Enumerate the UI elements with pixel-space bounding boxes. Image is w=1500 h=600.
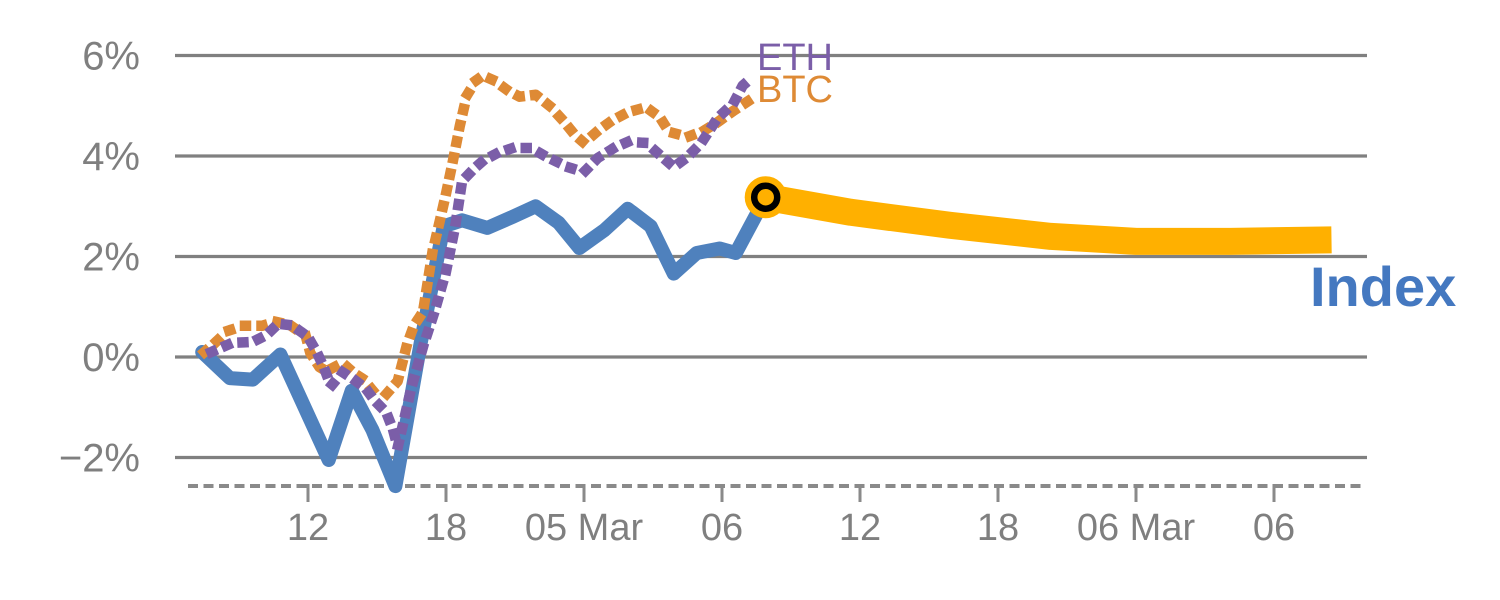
y-tick-label-2: 2% xyxy=(82,236,140,280)
index-line xyxy=(195,190,773,494)
eth-line xyxy=(204,68,762,453)
x-tick-label-4: 12 xyxy=(839,507,881,549)
x-tick-label-6: 06 Mar xyxy=(1077,507,1196,549)
projection-start-marker-ring xyxy=(750,182,781,212)
x-tick-label-7: 06 xyxy=(1253,507,1295,549)
x-tick-label-2: 05 Mar xyxy=(525,507,644,549)
y-tick-label-4: 4% xyxy=(82,135,140,179)
btc-line xyxy=(197,70,757,400)
y-tick-label--2: −2% xyxy=(59,437,140,481)
y-tick-label-6: 6% xyxy=(82,35,140,79)
index-series-label: Index xyxy=(1310,255,1457,318)
index-projection-line xyxy=(763,183,1332,255)
x-tick-label-5: 18 xyxy=(977,507,1019,549)
eth-series-label: ETH xyxy=(757,37,833,79)
x-tick-label-1: 18 xyxy=(425,507,467,549)
y-tick-label-0: 0% xyxy=(82,336,140,380)
x-tick-label-3: 06 xyxy=(701,507,743,549)
x-tick-label-0: 12 xyxy=(287,507,329,549)
btc-series-label: BTC xyxy=(757,69,833,111)
